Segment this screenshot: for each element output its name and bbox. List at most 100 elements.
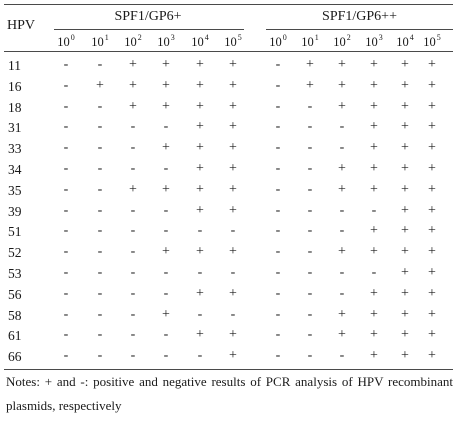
result-cell: + [196, 181, 204, 197]
result-cell: - [163, 161, 169, 176]
result-cell: - [63, 202, 69, 218]
result-cell: + [370, 244, 378, 260]
result-cell: + [370, 223, 378, 239]
result-cell: + [196, 202, 204, 218]
result-cell: - [97, 202, 103, 218]
result-cell: - [275, 77, 281, 93]
result-cell: - [197, 223, 203, 239]
result-cell: - [339, 285, 345, 301]
result-cell: + [162, 306, 170, 322]
result-cell: - [197, 265, 203, 280]
dilution-exponent: 5 [237, 33, 242, 42]
dilution-header-1-1: 101 [83, 33, 117, 50]
result-cell: - [275, 348, 281, 364]
result-cell: - [339, 202, 345, 218]
result-cell: - [97, 327, 103, 343]
dilution-base: 10 [423, 35, 436, 50]
dilution-exponent: 1 [104, 33, 109, 42]
result-cell: - [130, 306, 136, 322]
hpv-column-header: HPV [7, 18, 36, 33]
result-cell: - [307, 348, 313, 364]
hpv-type: 52 [8, 245, 22, 261]
result-cell: - [97, 119, 103, 135]
table-row: 31 - - - - + + - - - + + + [4, 118, 453, 139]
dilution-base: 10 [91, 35, 104, 50]
result-cell: + [370, 119, 378, 135]
result-cell: - [130, 161, 136, 176]
result-cell: + [196, 77, 204, 93]
dilution-base: 10 [57, 35, 70, 50]
hpv-type: 11 [8, 58, 21, 73]
result-cell: + [428, 119, 436, 135]
dilution-base: 10 [365, 35, 378, 50]
dilution-header-2-0: 100 [261, 33, 295, 50]
result-cell: - [275, 161, 281, 176]
result-cell: - [63, 223, 69, 239]
result-cell: + [428, 306, 436, 322]
dilution-exponent: 2 [137, 33, 142, 42]
dilution-header-2-3: 103 [357, 33, 391, 50]
result-cell: - [97, 140, 103, 156]
result-cell: + [428, 265, 436, 280]
result-cell: - [275, 98, 281, 114]
result-cell: - [97, 265, 103, 280]
result-cell: + [370, 348, 378, 364]
result-cell: + [370, 161, 378, 176]
result-cell: - [275, 265, 281, 280]
dilution-header-2-2: 102 [325, 33, 359, 50]
table-row: 58 - - - + - - - - + + + + [4, 306, 453, 327]
hpv-type: 58 [8, 307, 22, 323]
result-cell: + [401, 327, 409, 343]
result-cell: - [275, 202, 281, 218]
dilution-exponent: 3 [378, 33, 383, 42]
result-cell: + [129, 181, 137, 197]
dilution-exponent: 3 [170, 33, 175, 42]
hpv-type: 61 [8, 328, 22, 344]
result-cell: - [307, 265, 313, 280]
header-rule [4, 51, 453, 52]
result-cell: - [97, 98, 103, 114]
dilution-exponent: 0 [282, 33, 287, 42]
result-cell: - [163, 202, 169, 218]
result-cell: + [338, 57, 346, 72]
table-row: 53 - - - - - - - - - - + + [4, 264, 453, 285]
result-cell: + [428, 244, 436, 260]
result-cell: - [63, 181, 69, 197]
result-cell: + [162, 140, 170, 156]
result-cell: + [428, 202, 436, 218]
result-cell: + [162, 77, 170, 93]
result-cell: - [275, 57, 281, 72]
result-cell: + [229, 119, 237, 135]
result-cell: + [196, 161, 204, 176]
result-cell: - [371, 202, 377, 218]
result-cell: - [339, 119, 345, 135]
table-row: 52 - - - + + + - - + + + + [4, 243, 453, 264]
result-cell: + [306, 77, 314, 93]
dilution-exponent: 5 [436, 33, 441, 42]
dilution-header-2-5: 105 [415, 33, 449, 50]
result-cell: + [162, 57, 170, 72]
hpv-type: 34 [8, 162, 22, 177]
result-cell: - [97, 306, 103, 322]
result-cell: - [63, 161, 69, 176]
result-cell: + [229, 202, 237, 218]
result-cell: - [130, 285, 136, 301]
result-cell: - [307, 223, 313, 239]
group1-header: SPF1/GP6+ [114, 9, 182, 24]
result-cell: - [275, 327, 281, 343]
result-cell: + [338, 327, 346, 343]
result-cell: + [401, 244, 409, 260]
result-cell: - [163, 285, 169, 301]
result-cell: - [163, 119, 169, 135]
result-cell: - [63, 327, 69, 343]
dilution-base: 10 [224, 35, 237, 50]
result-cell: + [338, 306, 346, 322]
result-cell: - [197, 348, 203, 364]
result-cell: + [229, 161, 237, 176]
result-cell: - [307, 327, 313, 343]
result-cell: + [401, 202, 409, 218]
result-cell: - [307, 306, 313, 322]
result-cell: + [401, 98, 409, 114]
result-cell: + [196, 244, 204, 260]
